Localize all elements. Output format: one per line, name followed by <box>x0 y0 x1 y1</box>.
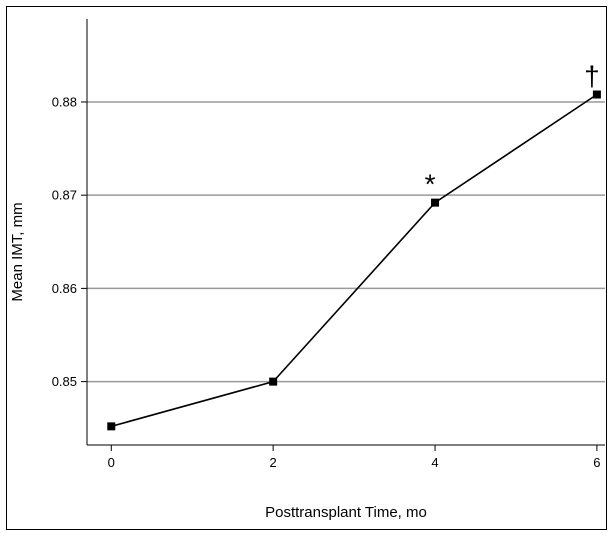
x-tick-label: 0 <box>108 455 115 470</box>
y-axis-label: Mean IMT, mm <box>9 202 26 301</box>
x-ticks: 0 2 4 6 <box>108 445 601 470</box>
y-tick-label: 0.88 <box>52 94 77 109</box>
data-point <box>431 198 440 207</box>
data-point <box>269 377 278 386</box>
series-line <box>111 93 598 428</box>
y-tick-label: 0.86 <box>52 281 77 296</box>
x-axis-label: Posttransplant Time, mo <box>265 504 427 521</box>
x-tick-label: 4 <box>431 455 438 470</box>
x-tick-label: 6 <box>593 455 600 470</box>
significance-marker: * <box>425 169 436 200</box>
x-tick-label: 2 <box>270 455 277 470</box>
significance-marker: † <box>584 61 600 92</box>
series <box>107 90 601 431</box>
annotations: *† <box>425 61 600 200</box>
y-tick-label: 0.85 <box>52 374 77 389</box>
y-tick-label: 0.87 <box>52 188 77 203</box>
gridlines <box>87 101 605 383</box>
data-point <box>107 422 116 431</box>
y-ticks: 0.85 0.86 0.87 0.88 <box>52 94 87 389</box>
data-point <box>592 90 601 99</box>
